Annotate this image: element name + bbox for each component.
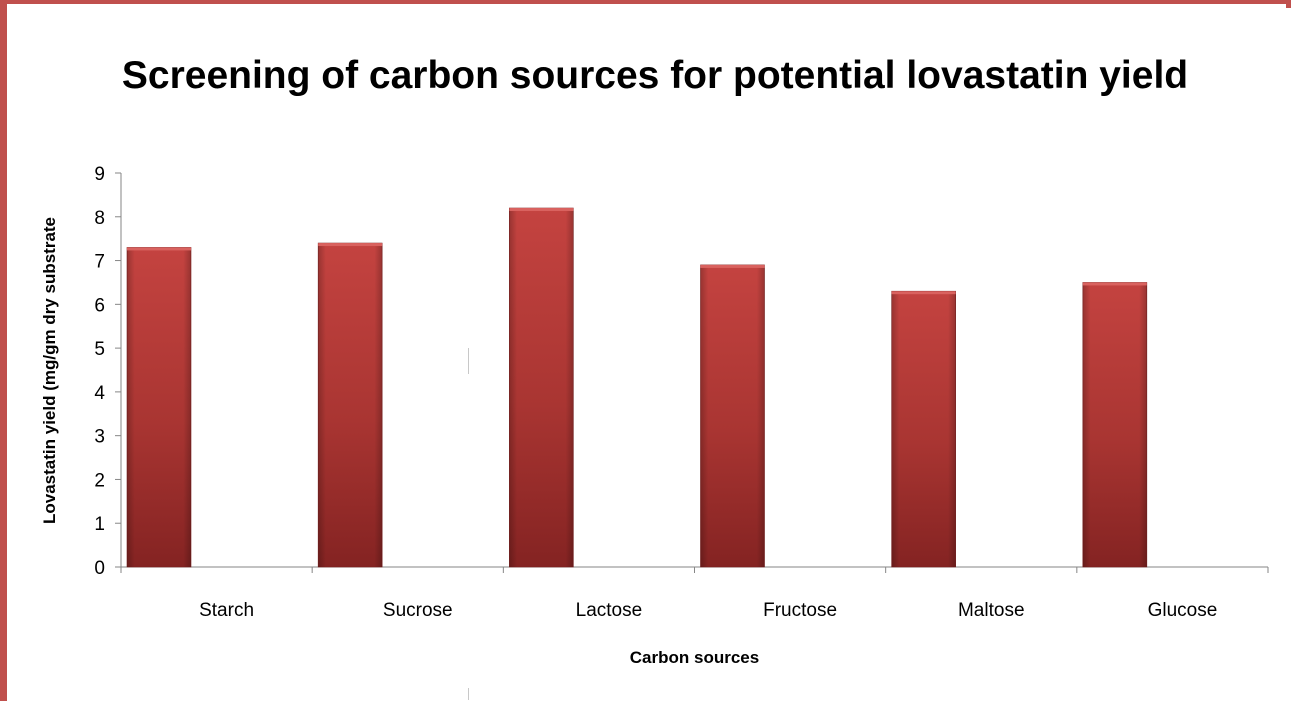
y-tick-label: 7 [94, 252, 105, 273]
bar-top-highlight [891, 291, 956, 295]
y-tick-label: 8 [94, 208, 105, 229]
bar-top-highlight [127, 247, 191, 251]
y-tick-label: 2 [94, 470, 105, 491]
bar-shade [127, 247, 191, 567]
x-category-label: Sucrose [383, 600, 453, 621]
x-category-label: Lactose [576, 600, 643, 621]
bar-top-highlight [1082, 282, 1147, 286]
bar-shade [509, 208, 574, 567]
bar-top-highlight [318, 243, 383, 247]
y-tick-label: 6 [94, 295, 105, 316]
bar-top-highlight [509, 208, 574, 212]
divider-mark [468, 348, 469, 374]
y-tick-label: 5 [94, 339, 105, 360]
chart-frame-corner [1286, 0, 1291, 8]
y-tick-label: 0 [94, 558, 105, 579]
bar-shade [318, 243, 383, 568]
tick-labels: 0 1 2 3 4 5 6 7 8 9 Starch Sucrose Lactose Fructose Ma… [94, 164, 1217, 621]
divider-mark [468, 688, 469, 700]
bar-shade [1082, 282, 1147, 567]
bars [126, 207, 1148, 568]
x-category-label: Starch [199, 600, 254, 621]
x-category-label: Maltose [958, 600, 1025, 621]
axes [115, 172, 1269, 573]
bar-maltose [891, 290, 956, 568]
y-tick-label: 4 [94, 383, 105, 404]
x-category-label: Fructose [763, 600, 837, 621]
bar-starch [126, 247, 192, 568]
y-tick-label: 3 [94, 427, 105, 448]
x-axis-label: Carbon sources [629, 648, 760, 667]
y-tick-label: 1 [94, 514, 105, 535]
bar-lactose [509, 207, 574, 568]
bar-sucrose [317, 242, 383, 568]
chart-title: Screening of carbon sources for potentia… [121, 54, 1189, 97]
bar-glucose [1082, 282, 1148, 568]
bar-shade [891, 291, 956, 567]
y-tick-label: 9 [94, 164, 105, 185]
bar-shade [700, 264, 765, 567]
bar-top-highlight [700, 264, 765, 268]
x-category-label: Glucose [1148, 600, 1218, 621]
bar-fructose [700, 264, 765, 568]
